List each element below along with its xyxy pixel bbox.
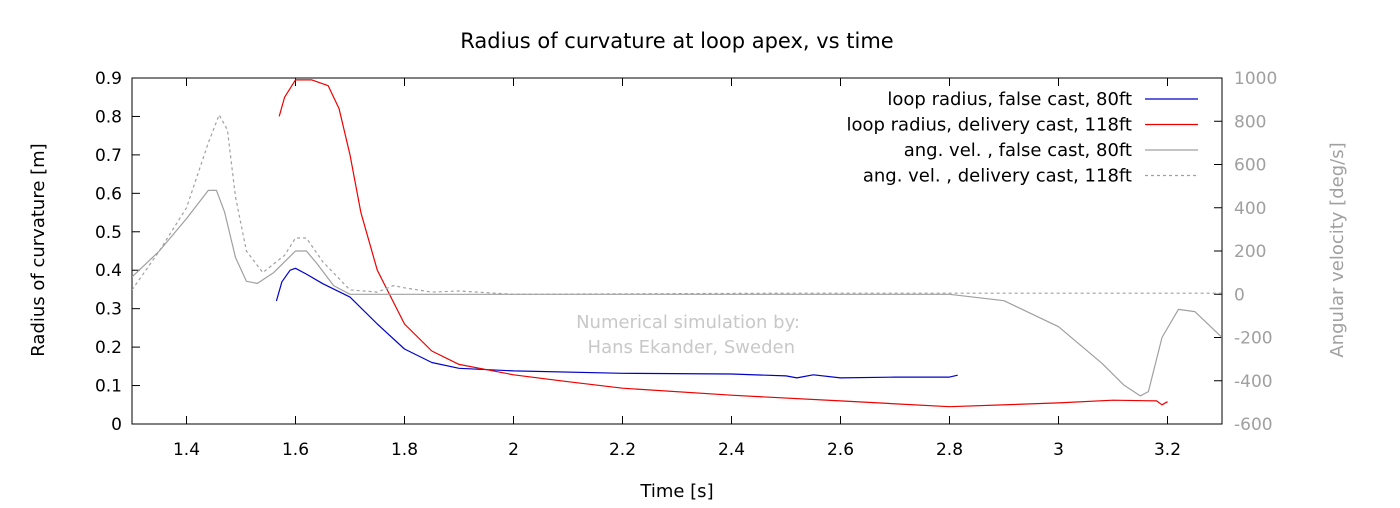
y-tick-label: 0.2: [95, 338, 122, 358]
x-tick-label: 2.6: [827, 440, 854, 460]
chart-title: Radius of curvature at loop apex, vs tim…: [460, 29, 893, 53]
series-layer: [132, 79, 1222, 408]
x-tick-label: 3: [1053, 440, 1064, 460]
y2-tick-label: 0: [1234, 285, 1245, 305]
y2-tick-label: -400: [1234, 372, 1273, 392]
y-tick-label: 0.4: [95, 261, 122, 281]
watermark-annotation: Numerical simulation by: Hans Ekander, S…: [576, 312, 800, 358]
legend-label: loop radius, false cast, 80ft: [887, 89, 1132, 110]
x-tick-label: 2.4: [718, 440, 745, 460]
x-tick-label: 1.8: [391, 440, 418, 460]
y-tick-label: 0.1: [95, 377, 122, 397]
x-tick-label: 3.2: [1154, 440, 1181, 460]
y2-axis-label: Angular velocity [deg/s]: [1327, 142, 1348, 357]
series-line-ang-vel-delivery-cast-118ft: [132, 114, 1222, 295]
y-tick-label: 0.5: [95, 223, 122, 243]
y2-tick-label: -600: [1234, 415, 1273, 435]
series-line-loop-radius-delivery-cast-118ft: [278, 79, 1168, 408]
y2-tick-label: 400: [1234, 199, 1266, 219]
y-tick-label: 0.8: [95, 107, 122, 127]
x-axis-label: Time [s]: [639, 481, 713, 502]
x-axis-ticks: 1.4 1.6 1.8 2 2.2 2.4 2.6 2.8 3 3.2: [173, 78, 1181, 460]
x-tick-label: 2.8: [936, 440, 963, 460]
x-tick-label: 2: [508, 440, 519, 460]
legend-label: ang. vel. , false cast, 80ft: [904, 140, 1132, 161]
y2-tick-label: 200: [1234, 242, 1266, 262]
x-tick-label: 2.2: [609, 440, 636, 460]
series-line-ang-vel-false-cast-80ft: [132, 189, 1222, 397]
y-tick-label: 0.6: [95, 184, 122, 204]
x-tick-label: 1.4: [173, 440, 200, 460]
y2-tick-label: -200: [1234, 329, 1273, 349]
watermark-line-1: Numerical simulation by:: [576, 312, 800, 333]
legend: loop radius, false cast, 80ft loop radius…: [846, 89, 1198, 187]
y-axis-ticks: 0 0.1 0.2 0.3 0.4 0.5 0.6 0.7 0.8 0.9: [95, 69, 140, 435]
y-tick-label: 0: [111, 415, 122, 435]
legend-label: loop radius, delivery cast, 118ft: [846, 115, 1132, 136]
y2-tick-label: 1000: [1234, 69, 1277, 89]
y-axis-label: Radius of curvature [m]: [28, 143, 49, 356]
y2-tick-label: 800: [1234, 112, 1266, 132]
watermark-line-2: Hans Ekander, Sweden: [588, 337, 795, 358]
series-line-loop-radius-false-cast-80ft: [275, 267, 958, 379]
legend-label: ang. vel. , delivery cast, 118ft: [863, 166, 1132, 187]
y2-tick-label: 600: [1234, 156, 1266, 176]
y-tick-label: 0.7: [95, 146, 122, 166]
y-tick-label: 0.3: [95, 300, 122, 320]
y-tick-label: 0.9: [95, 69, 122, 89]
y2-axis-ticks: -600 -400 -200 0 200 400 600 800 1000: [1214, 69, 1277, 435]
x-tick-label: 1.6: [282, 440, 309, 460]
